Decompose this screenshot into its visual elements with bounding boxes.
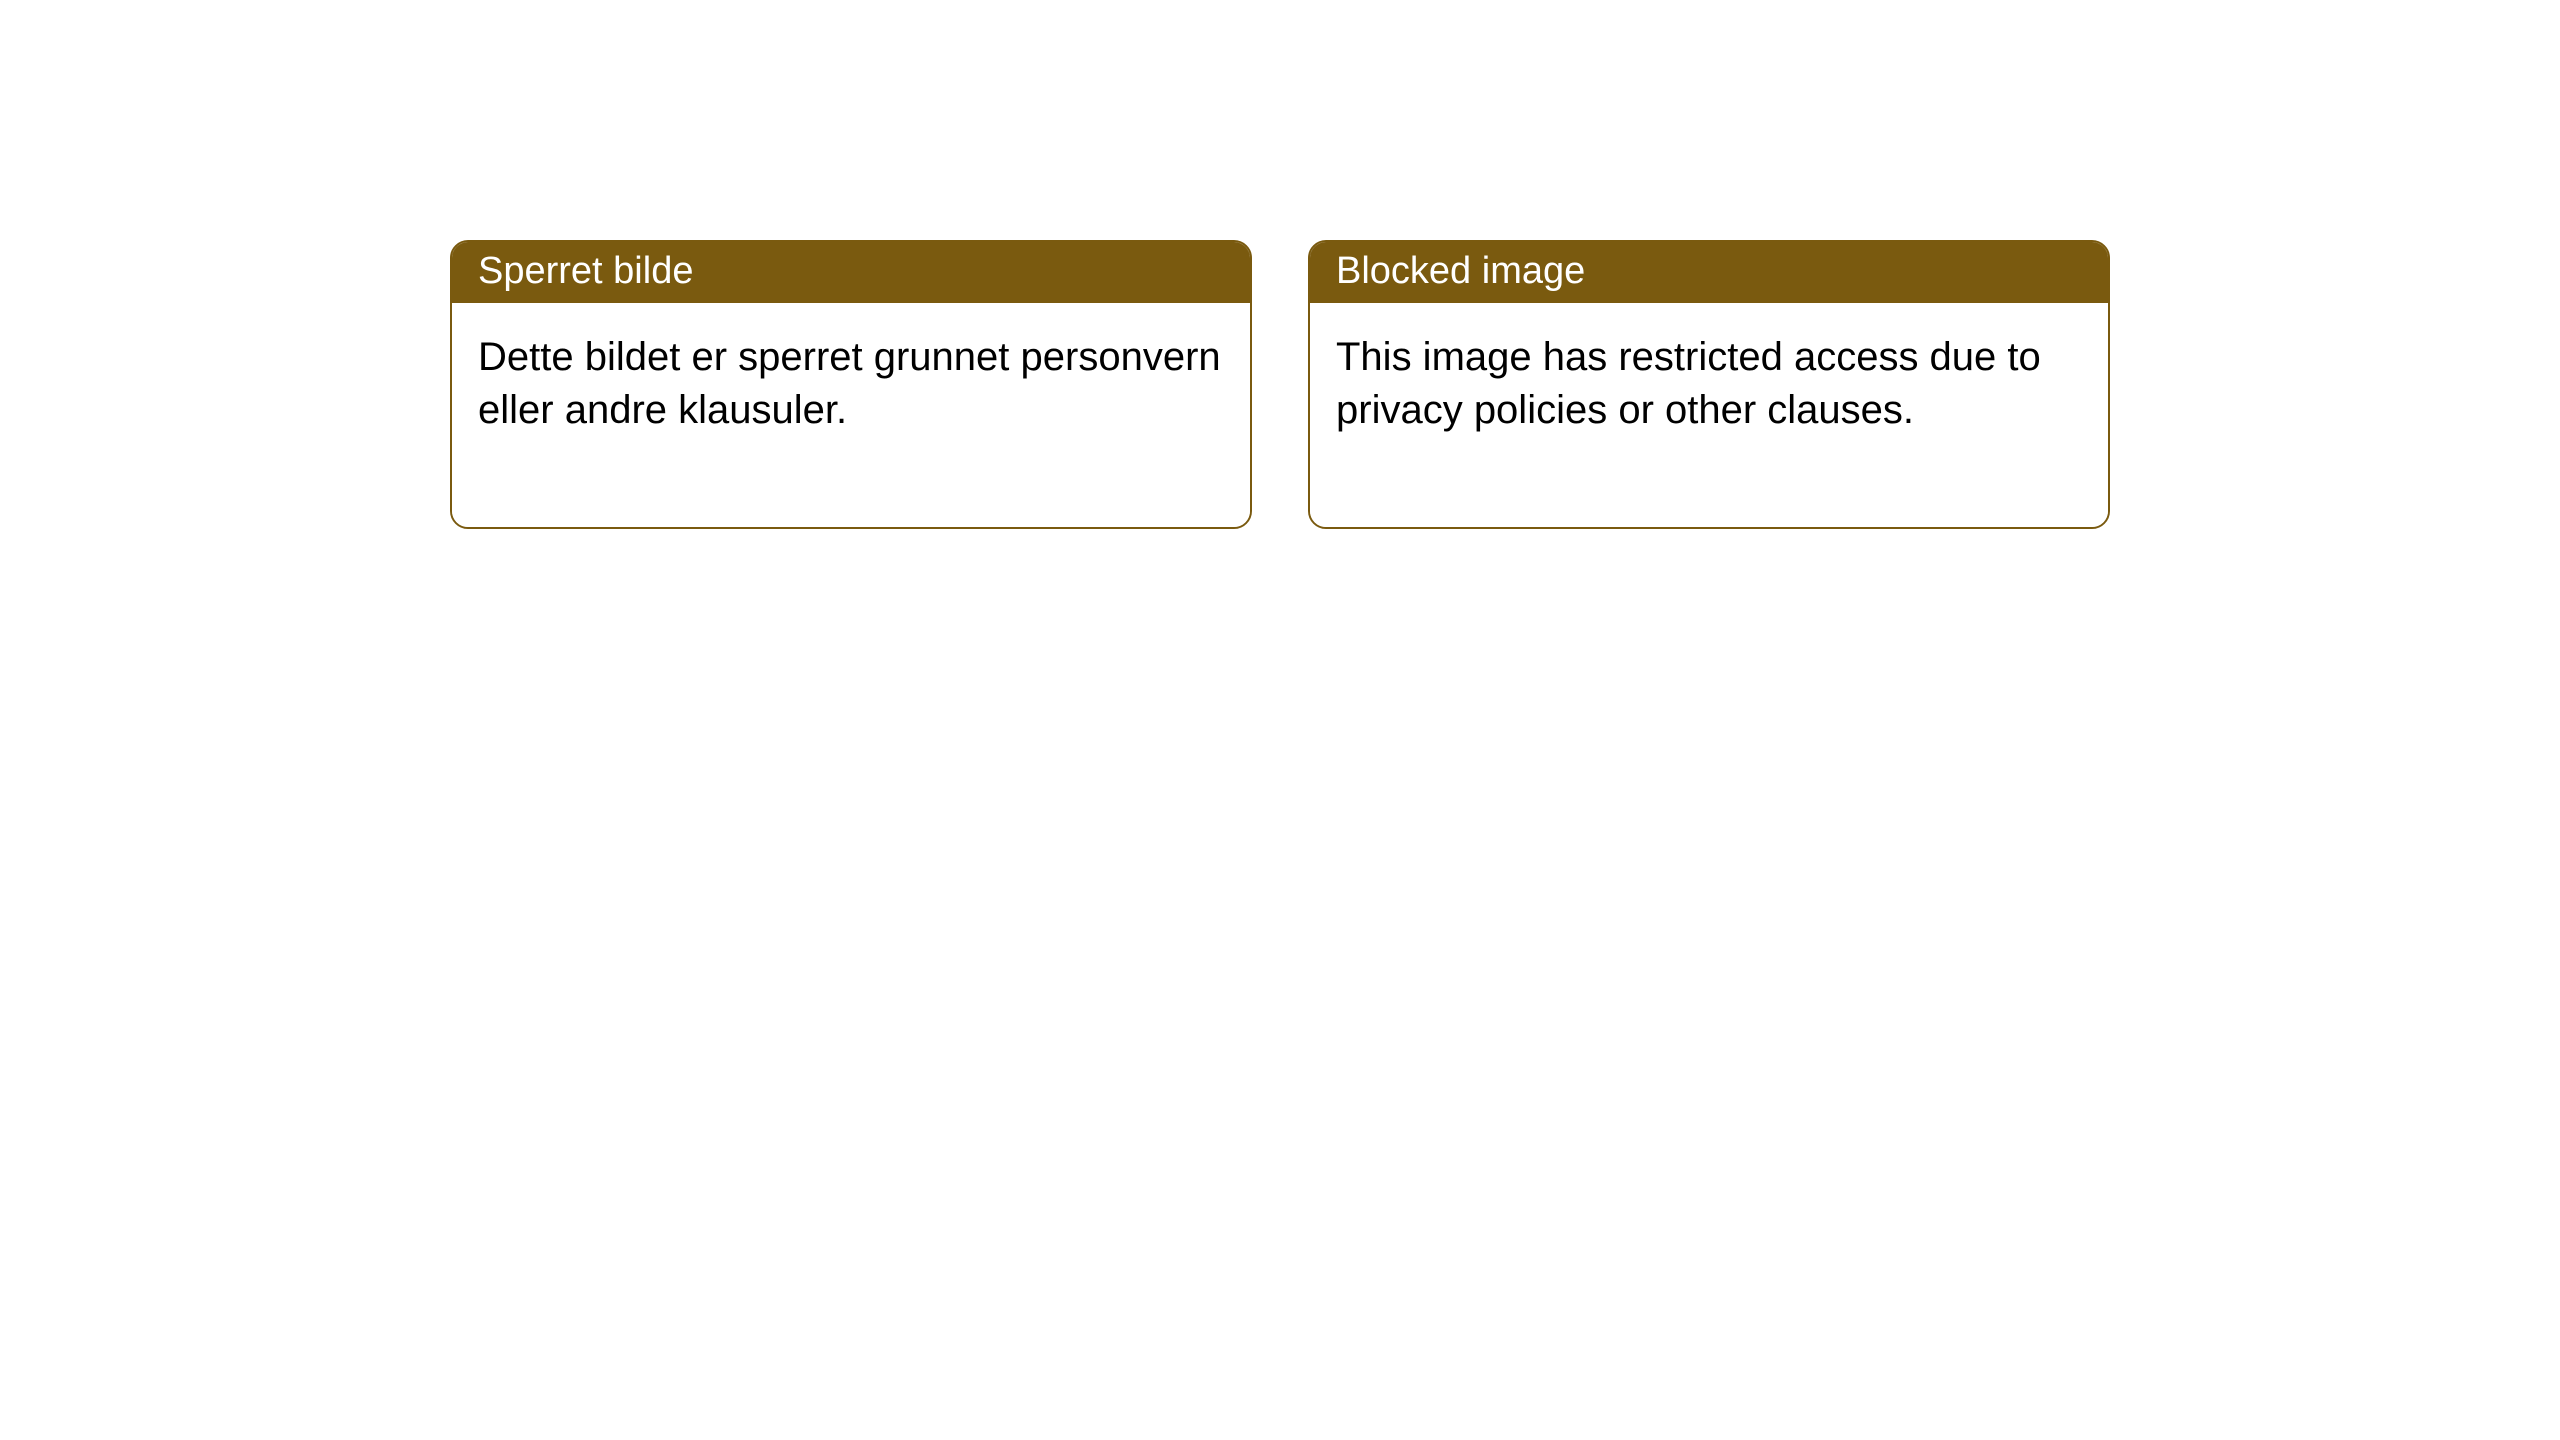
notice-card-title: Sperret bilde [452, 242, 1250, 303]
notice-card-english: Blocked image This image has restricted … [1308, 240, 2110, 529]
notice-card-norwegian: Sperret bilde Dette bildet er sperret gr… [450, 240, 1252, 529]
notice-card-body: This image has restricted access due to … [1310, 303, 2108, 527]
notice-card-row: Sperret bilde Dette bildet er sperret gr… [0, 0, 2560, 529]
notice-card-body: Dette bildet er sperret grunnet personve… [452, 303, 1250, 527]
notice-card-title: Blocked image [1310, 242, 2108, 303]
